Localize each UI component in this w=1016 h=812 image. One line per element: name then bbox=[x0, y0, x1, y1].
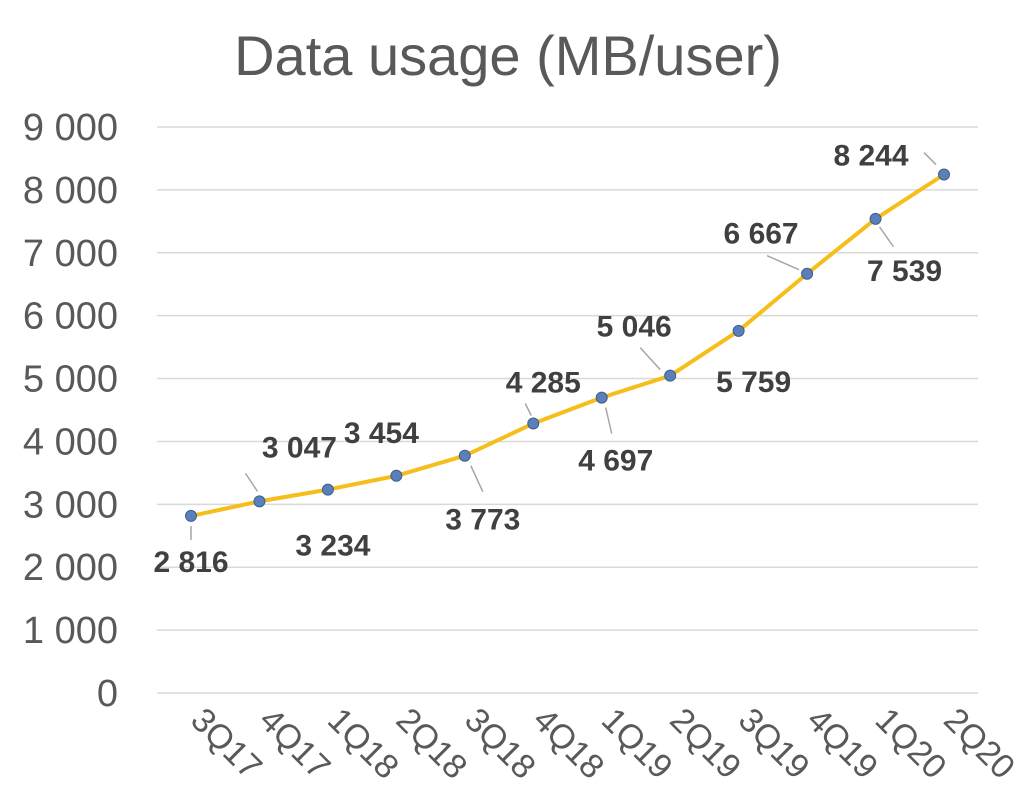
x-tick-label: 1Q18 bbox=[320, 701, 406, 787]
data-point bbox=[938, 168, 950, 181]
y-axis-ticks: 0 1 000 2 000 3 000 4 000 5 000 6 000 7 000 8 00… bbox=[23, 107, 118, 715]
leader-line bbox=[470, 465, 484, 493]
leader-line bbox=[524, 403, 532, 416]
data-point bbox=[253, 495, 266, 508]
leader-line bbox=[604, 407, 613, 434]
data-point bbox=[458, 449, 471, 462]
x-tick-label: 1Q20 bbox=[868, 701, 954, 787]
data-labels: 2 816 3 047 3 234 3 454 3 773 4 285 4 697 5 046… bbox=[153, 140, 942, 579]
data-label: 4 285 bbox=[506, 367, 581, 400]
x-tick-label: 4Q19 bbox=[799, 701, 885, 787]
data-label: 3 047 bbox=[262, 431, 337, 464]
data-point bbox=[801, 267, 814, 280]
series-line bbox=[189, 172, 946, 518]
y-tick-label: 7 000 bbox=[23, 233, 118, 275]
data-label: 5 046 bbox=[597, 311, 672, 344]
data-point bbox=[527, 417, 540, 430]
data-label: 2 816 bbox=[153, 546, 228, 579]
x-tick-label: 3Q18 bbox=[457, 701, 543, 787]
y-tick-label: 9 000 bbox=[23, 107, 118, 149]
data-point bbox=[595, 391, 608, 404]
gridlines bbox=[157, 126, 978, 694]
data-label: 6 667 bbox=[724, 218, 799, 251]
x-tick-label: 2Q19 bbox=[663, 701, 749, 787]
y-tick-label: 8 000 bbox=[23, 170, 118, 212]
leader-line bbox=[639, 347, 661, 371]
x-tick-label: 3Q17 bbox=[183, 701, 269, 787]
chart-title: Data usage (MB/user) bbox=[234, 24, 782, 87]
y-tick-label: 5 000 bbox=[23, 359, 118, 401]
series-layer bbox=[189, 172, 946, 518]
data-point bbox=[664, 369, 677, 382]
y-tick-label: 4 000 bbox=[23, 421, 118, 463]
x-tick-label: 4Q17 bbox=[252, 701, 338, 787]
data-point bbox=[390, 469, 403, 482]
data-point bbox=[321, 483, 334, 496]
x-tick-label: 2Q18 bbox=[389, 701, 475, 787]
x-tick-label: 2Q20 bbox=[936, 701, 1016, 787]
y-tick-label: 0 bbox=[97, 673, 118, 715]
y-tick-label: 2 000 bbox=[23, 547, 118, 589]
data-label: 7 539 bbox=[867, 255, 942, 288]
x-tick-label: 4Q18 bbox=[526, 701, 612, 787]
x-tick-label: 3Q19 bbox=[731, 701, 817, 787]
leader-line bbox=[244, 472, 259, 492]
data-label: 3 454 bbox=[344, 417, 419, 450]
data-label: 5 759 bbox=[716, 366, 791, 399]
data-markers bbox=[185, 168, 950, 522]
data-label: 3 234 bbox=[295, 530, 370, 563]
leader-line bbox=[766, 255, 800, 271]
x-axis-ticks: 3Q174Q171Q182Q183Q184Q181Q192Q193Q194Q19… bbox=[183, 701, 1016, 787]
y-tick-label: 3 000 bbox=[23, 484, 118, 526]
leader-line bbox=[878, 226, 895, 248]
data-point bbox=[732, 324, 745, 337]
data-label: 3 773 bbox=[445, 504, 520, 537]
y-tick-label: 6 000 bbox=[23, 296, 118, 338]
data-label: 8 244 bbox=[833, 140, 908, 173]
leader-line bbox=[923, 152, 937, 166]
data-point bbox=[869, 212, 882, 225]
leader-lines bbox=[190, 152, 937, 540]
data-point bbox=[185, 509, 197, 522]
x-tick-label: 1Q19 bbox=[594, 701, 680, 787]
data-label: 4 697 bbox=[578, 445, 653, 478]
y-tick-label: 1 000 bbox=[23, 610, 118, 652]
